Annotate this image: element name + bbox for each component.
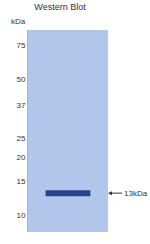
svg-text:13kDa: 13kDa (124, 189, 148, 198)
svg-text:kDa: kDa (11, 17, 26, 26)
svg-text:10: 10 (16, 211, 25, 220)
svg-text:75: 75 (16, 41, 25, 50)
svg-text:15: 15 (16, 177, 25, 186)
svg-text:25: 25 (16, 134, 25, 143)
svg-text:37: 37 (16, 101, 25, 110)
svg-text:50: 50 (16, 75, 25, 84)
svg-text:20: 20 (16, 153, 25, 162)
svg-text:Western Blot: Western Blot (34, 2, 86, 12)
